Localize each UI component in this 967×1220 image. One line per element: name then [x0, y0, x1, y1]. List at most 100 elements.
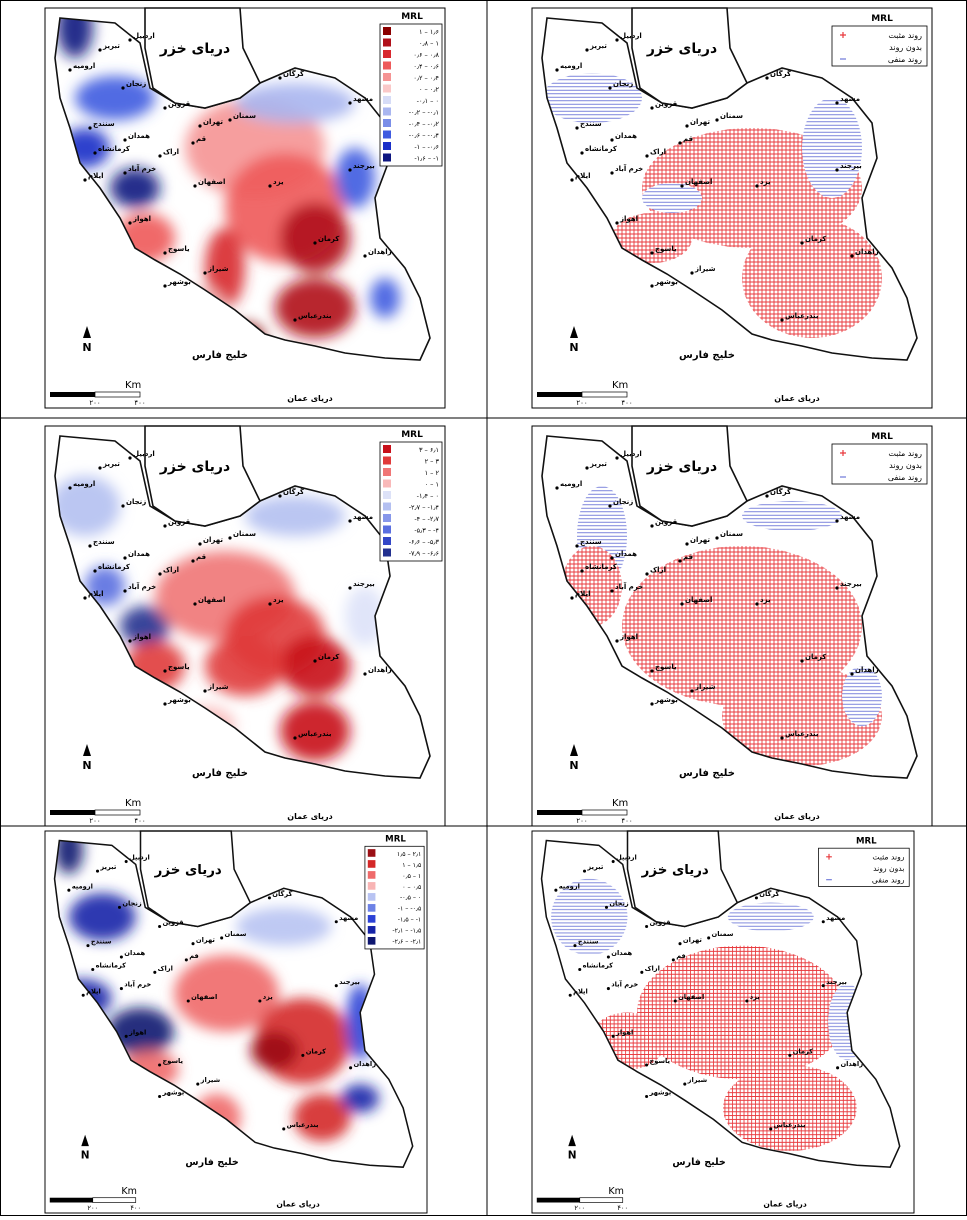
north-label: N	[82, 341, 91, 354]
value-blob	[75, 76, 155, 120]
city-dot	[788, 1053, 792, 1057]
city-label: خرم آباد	[128, 164, 156, 173]
city-label: اصفهان	[191, 993, 217, 1001]
trend-map: دریای خزر خلیج فارس دریای عمان تبریز اردبیل ا…	[531, 425, 933, 827]
legend-label: بدون روند	[889, 461, 922, 470]
city-dot	[268, 184, 272, 188]
city-label: بندرعباس	[298, 312, 332, 320]
city-label: اراک	[650, 566, 666, 574]
city-dot	[334, 920, 338, 924]
city-label: بندرعباس	[785, 730, 819, 738]
city-dot	[650, 106, 654, 110]
city-label: زنجان	[609, 899, 629, 907]
legend-title: MRL	[871, 14, 893, 24]
scale-bar-black	[537, 392, 582, 397]
legend-box	[831, 443, 928, 485]
city-label: سمنان	[225, 930, 247, 938]
city-dot	[83, 178, 87, 182]
scale-unit: Km	[608, 1186, 624, 1197]
city-dot	[604, 905, 609, 909]
negative-trend-area	[542, 73, 642, 123]
city-dot	[754, 896, 758, 900]
city-label: یزد	[750, 993, 761, 1001]
city-label: قم	[683, 553, 693, 561]
city-dot	[128, 38, 132, 42]
scale-label: ۴۰۰	[134, 817, 145, 825]
city-dot	[835, 101, 839, 105]
city-dot	[610, 171, 614, 175]
city-label: کرمان	[318, 653, 340, 661]
oman-label: دریای عمان	[763, 1199, 806, 1208]
legend-swatch	[367, 937, 376, 945]
city-label: گرگان	[283, 487, 305, 496]
legend-label: ۰٫۵ – ۱	[402, 873, 421, 880]
city-label: گرگان	[770, 69, 792, 78]
scale-bar-black	[536, 1197, 580, 1203]
city-label: خرم آباد	[611, 980, 638, 989]
city-label: مشهد	[339, 914, 358, 922]
city-label: ایلام	[86, 987, 101, 995]
city-label: بندرعباس	[287, 1121, 319, 1129]
north-label: N	[569, 759, 578, 772]
legend-label: -۲٫۶ – -۲٫۱	[392, 939, 421, 946]
city-label: ایلام	[88, 172, 103, 180]
scale-bar-white	[581, 391, 628, 398]
city-dot	[93, 151, 97, 155]
city-label: همدان	[615, 132, 637, 140]
city-dot	[645, 154, 649, 158]
legend-label: بدون روند	[889, 43, 922, 52]
city-label: زاهدان	[840, 1060, 863, 1068]
legend-swatch	[383, 537, 391, 545]
city-dot	[86, 944, 90, 948]
city-label: سنندج	[93, 120, 115, 128]
city-dot	[678, 942, 682, 946]
north-arrow	[570, 744, 578, 756]
city-dot	[685, 124, 689, 128]
legend: MRL ۱ – ۱٫۶ ۰٫۸ – ۱ ۰٫۶ – ۰٫۸ ۰٫۴ – ۰٫۶ ۰٫۲ –…	[379, 12, 443, 167]
legend-title: MRL	[385, 835, 406, 845]
city-label: زاهدان	[368, 248, 392, 256]
city-dot	[163, 524, 167, 528]
city-label: شیراز	[200, 1076, 221, 1084]
city-dot	[313, 659, 317, 663]
city-dot	[124, 860, 128, 864]
city-dot	[83, 596, 87, 600]
city-label: بوشهر	[654, 278, 678, 286]
city-label: ایلام	[88, 590, 103, 598]
city-label: اهواز	[128, 1028, 146, 1036]
north-label: N	[81, 1150, 90, 1162]
oman-label: دریای عمان	[774, 812, 820, 821]
city-dot	[570, 178, 574, 182]
scale-label: ۴۰۰	[130, 1204, 141, 1212]
city-dot	[348, 586, 352, 590]
city-dot	[158, 924, 162, 929]
city-label: خرم آباد	[124, 980, 151, 989]
city-dot	[580, 151, 584, 155]
map-surface	[55, 476, 385, 761]
city-dot	[158, 1094, 162, 1099]
legend-label: روند منفی	[888, 55, 922, 64]
legend: MRL ۳ – ۶٫۱ ۲ – ۳ ۱ – ۲ ۰ – ۱ -۱٫۴ – ۰ -۲٫۷ – …	[379, 430, 443, 562]
city-label: همدان	[615, 550, 637, 558]
city-dot	[117, 905, 122, 909]
city-label: اردبیل	[129, 854, 150, 862]
city-dot	[193, 184, 197, 188]
city-dot	[554, 888, 558, 892]
legend-label: -۷٫۹ – -۶٫۶	[409, 550, 439, 558]
city-dot	[158, 572, 162, 576]
legend-label: -۱٫۶ – -۱	[414, 155, 439, 163]
city-dot	[610, 556, 614, 560]
city-label: اهواز	[619, 633, 638, 641]
city-label: مشهد	[353, 95, 373, 103]
city-label: بیرجند	[840, 162, 862, 170]
caspian-sea	[144, 7, 262, 109]
legend-label: -۰٫۲ – -۰٫۱	[409, 109, 439, 117]
legend-symbol	[840, 32, 846, 38]
city-dot	[119, 987, 123, 991]
city-label: کرمانشاه	[98, 563, 131, 571]
value-blob	[335, 148, 375, 208]
city-dot	[68, 68, 72, 72]
city-label: تهران	[203, 536, 223, 544]
city-label: سنندج	[580, 538, 602, 546]
city-dot	[123, 556, 127, 560]
